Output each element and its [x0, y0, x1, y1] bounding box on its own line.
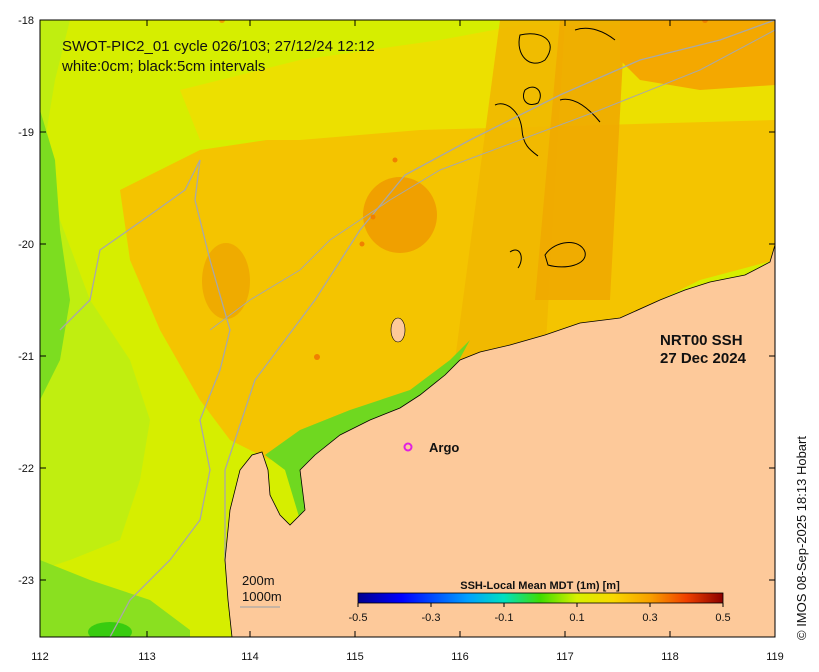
map-frame: [39, 19, 776, 638]
colorbar-tick-label: -0.1: [495, 612, 514, 624]
data-point-marker: [392, 157, 398, 163]
ssh-high-blob-1: [363, 177, 437, 253]
contour-line-5cm-7: [574, 27, 616, 41]
longitude-label: 118: [661, 651, 679, 663]
latitude-label: -21: [18, 351, 34, 363]
colorbar-gradient: [357, 592, 724, 604]
data-point-marker: [219, 20, 225, 23]
longitude-label: 112: [31, 651, 49, 663]
longitude-label: 115: [346, 651, 364, 663]
latitude-labels: -18 -19 -20 -21 -22 -23: [18, 15, 34, 587]
contour-line-5cm-6: [559, 98, 601, 123]
isobath-legend-200m: 200m: [242, 573, 275, 588]
contour-line-5cm-5: [509, 249, 522, 269]
copyright-notice: © IMOS 08-Sep-2025 18:13 Hobart: [794, 436, 809, 640]
ssh-high-northeast-region: [620, 20, 775, 90]
australia-landmass: [224, 244, 775, 637]
map-title: SWOT-PIC2_01 cycle 026/103; 27/12/24 12:…: [62, 38, 375, 55]
colorbar-title: SSH-Local Mean MDT (1m) [m]: [460, 580, 620, 592]
latitude-label: -22: [18, 463, 34, 475]
contour-line-5cm-3: [494, 103, 539, 157]
longitude-label: 117: [556, 651, 574, 663]
product-name: NRT00 SSH: [660, 332, 743, 349]
latitude-label: -23: [18, 575, 34, 587]
longitude-labels: 112 113 114 115 116 117 118 119: [31, 651, 784, 663]
isobath-legend-1000m: 1000m: [242, 589, 282, 604]
colorbar-tick-label: 0.5: [715, 612, 730, 624]
colorbar: SSH-Local Mean MDT (1m) [m] -0.5 -0.3 -0…: [349, 580, 731, 624]
data-point-marker: [702, 20, 708, 23]
colorbar-tick-label: -0.3: [422, 612, 441, 624]
latitude-label: -18: [18, 15, 34, 27]
latitude-label: -19: [18, 127, 34, 139]
argo-label: Argo: [429, 440, 459, 455]
colorbar-tick-label: -0.5: [349, 612, 368, 624]
ssh-high-blob-2: [202, 243, 250, 319]
contour-line-5cm-2: [523, 86, 541, 105]
argo-float-marker[interactable]: [403, 442, 413, 452]
contour-line-5cm-4: [544, 242, 586, 268]
ssh-lowest-southwest-blob: [88, 622, 132, 637]
isobath-1000m-east: [209, 29, 775, 331]
contour-line-5cm-1: [518, 33, 551, 64]
longitude-label: 116: [451, 651, 469, 663]
data-point-marker: [314, 354, 320, 360]
isobath-1000m: [59, 159, 231, 637]
colorbar-tick-label: 0.1: [569, 612, 584, 624]
ssh-low-southwest-region: [40, 560, 190, 637]
data-point-marker: [359, 241, 365, 247]
swot-swath-strip-2: [535, 20, 625, 300]
map-subtitle: white:0cm; black:5cm intervals: [61, 58, 265, 75]
colorbar-tick-label: 0.3: [642, 612, 657, 624]
product-date: 27 Dec 2024: [660, 350, 747, 367]
barrow-island: [390, 317, 406, 343]
longitude-label: 119: [766, 651, 784, 663]
axis-ticks: [40, 20, 775, 637]
map-area: [39, 19, 776, 638]
ssh-low-west-region: [40, 20, 150, 570]
data-point-marker: [370, 214, 376, 220]
longitude-label: 113: [138, 651, 156, 663]
isobath-200m: [224, 20, 775, 637]
latitude-label: -20: [18, 239, 34, 251]
longitude-label: 114: [241, 651, 259, 663]
